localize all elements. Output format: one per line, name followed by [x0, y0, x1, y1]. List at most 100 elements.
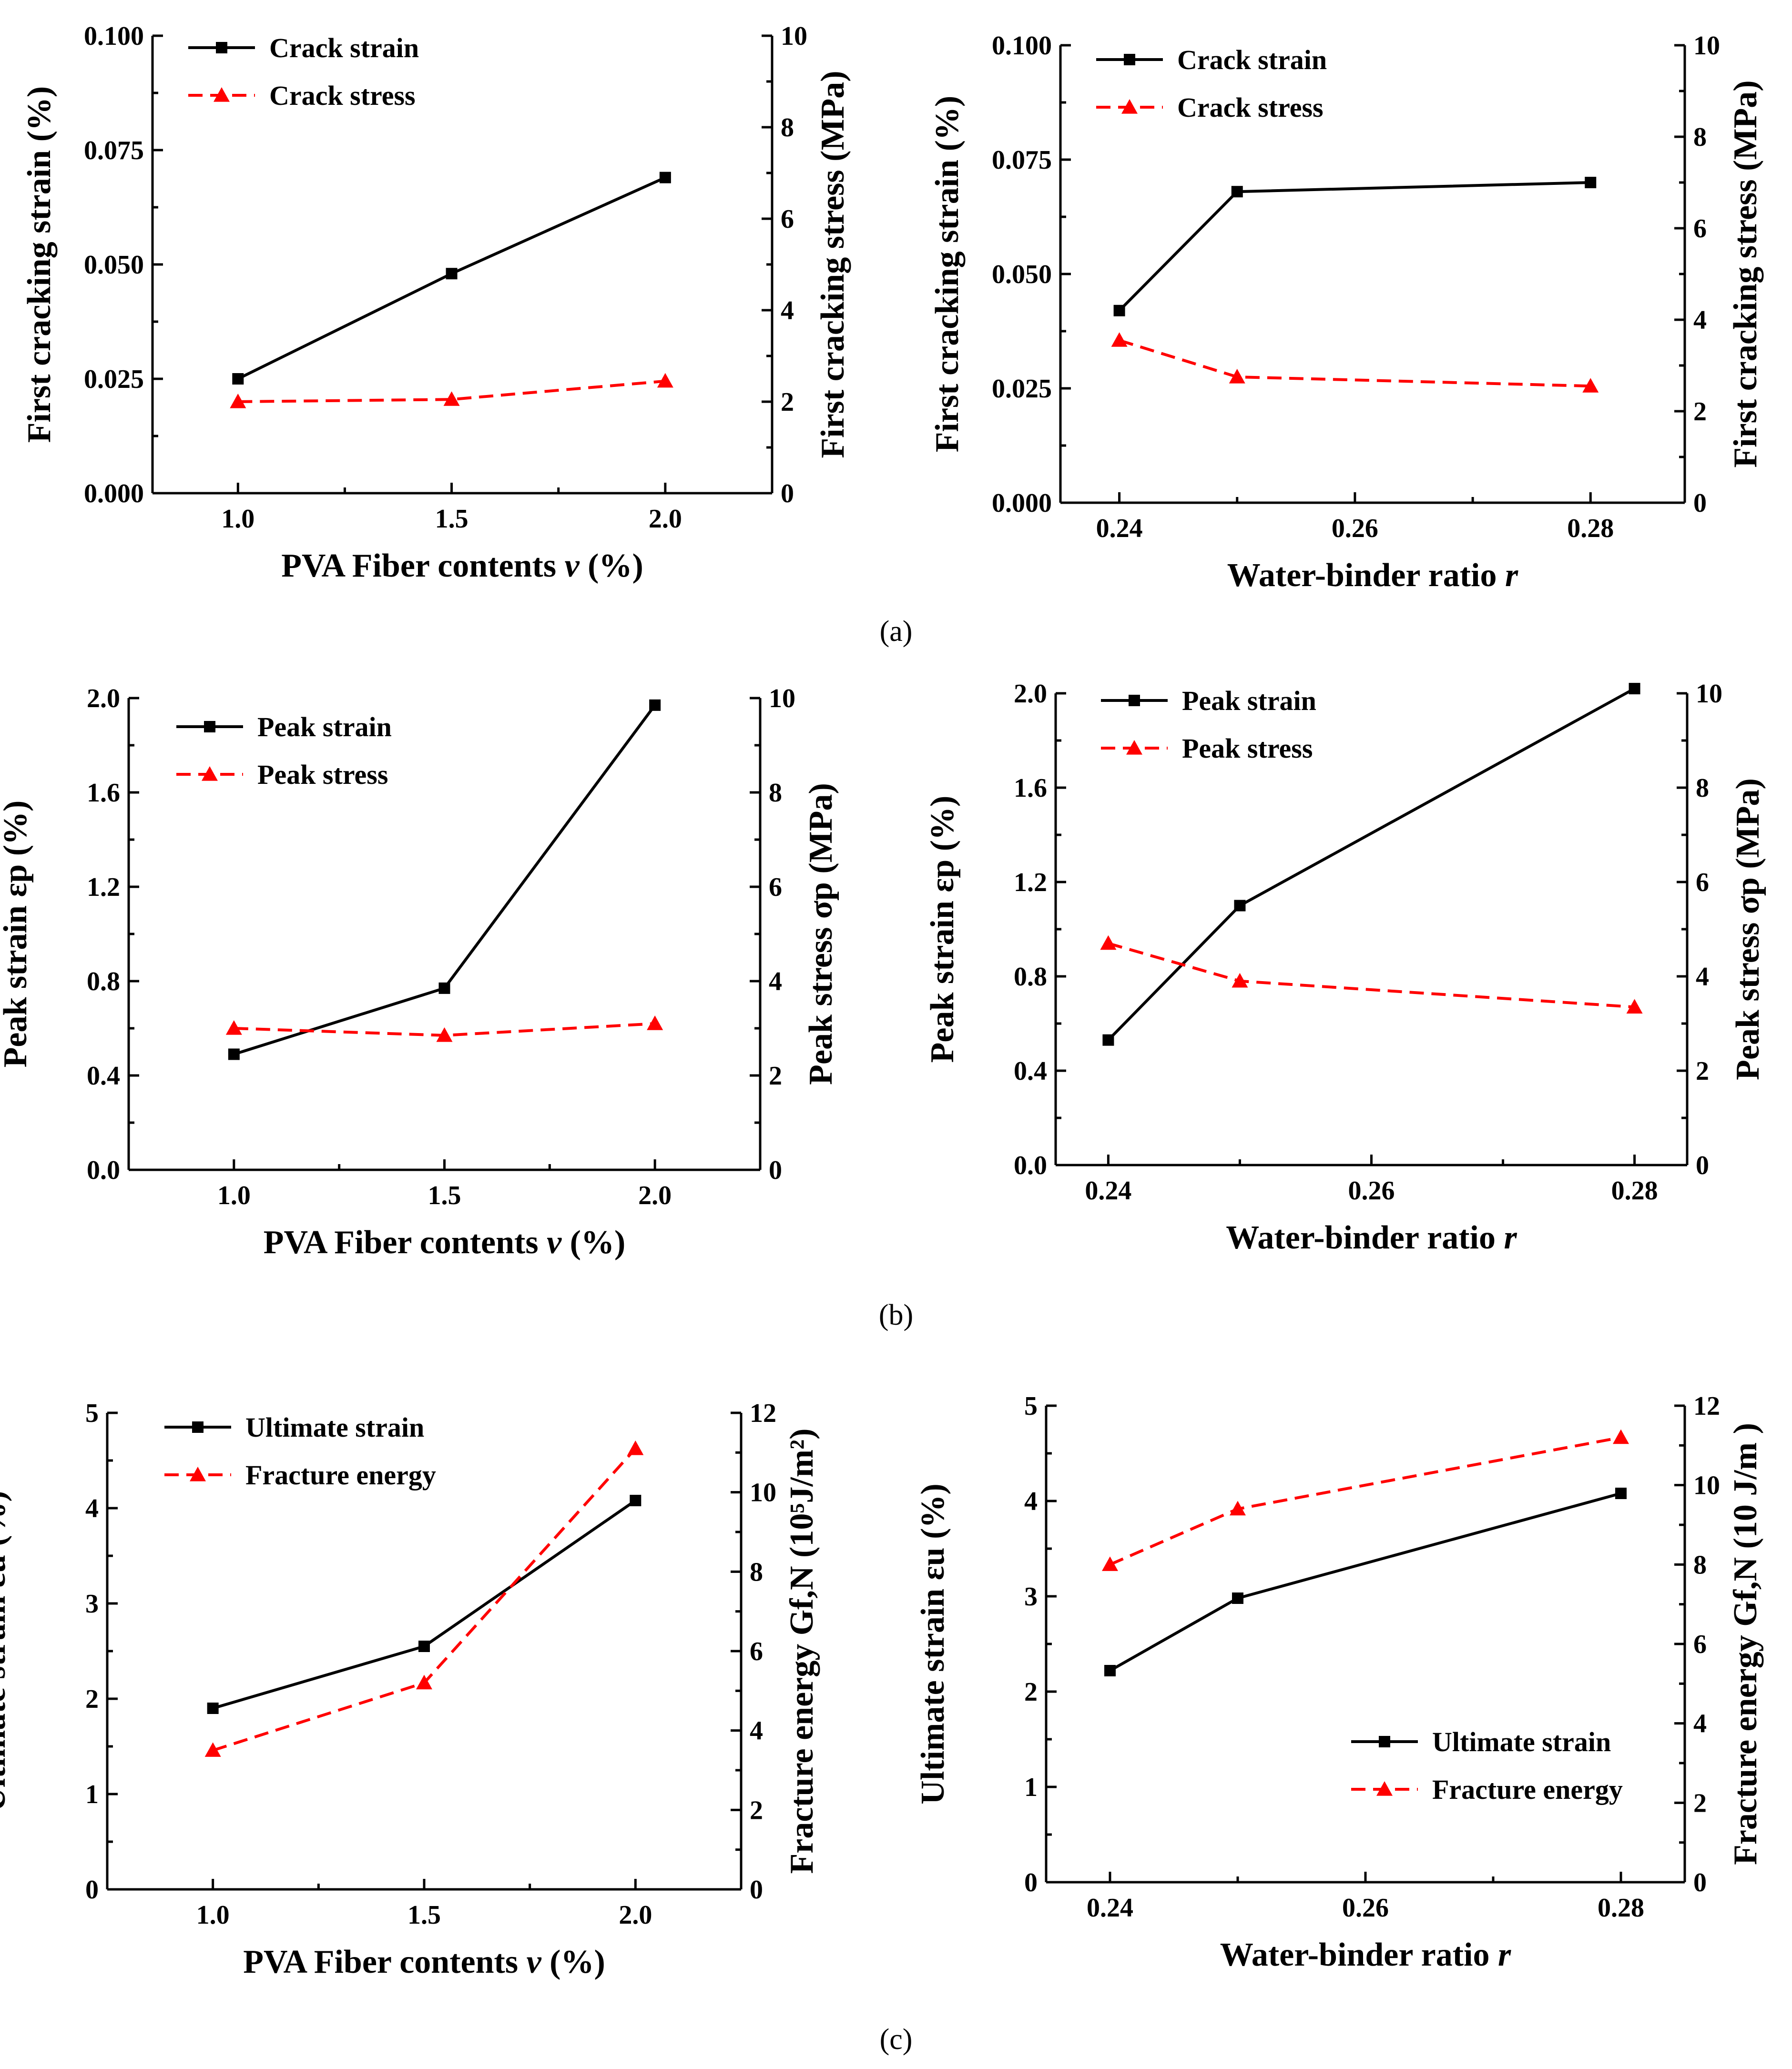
- data-point: [649, 699, 661, 711]
- y2-tick-label: 2: [1693, 1788, 1707, 1818]
- y2-tick-label: 10: [769, 684, 795, 713]
- series-line-ultimate-strain: [1109, 1492, 1621, 1672]
- y-tick-label: 1.6: [1014, 773, 1047, 803]
- x-tick-label: 0.28: [1567, 514, 1614, 543]
- legend-label: Fracture energy: [245, 1460, 436, 1491]
- y-tick-label: 0: [85, 1875, 99, 1905]
- y2-axis-title: First cracking stress (MPa): [815, 71, 851, 458]
- y-axis-title: First cracking strain (%): [21, 86, 58, 443]
- y-axis-title: Ultimate strain εu (%): [915, 1483, 951, 1804]
- legend-marker: [216, 42, 227, 53]
- y-tick-label: 0.000: [992, 488, 1052, 518]
- y2-tick-label: 0: [781, 479, 794, 508]
- data-point: [1231, 186, 1243, 198]
- x-axis-title: PVA Fiber contents v (%): [264, 1224, 626, 1261]
- y-tick-label: 0.8: [1014, 962, 1047, 992]
- y2-tick-label: 8: [781, 113, 794, 142]
- chart-1: 0.000 0.025 0.050 0.075 0.100 0 2 4 6 8 10 1.0 1.5 2.…: [21, 21, 851, 584]
- y2-tick-label: 2: [1693, 397, 1707, 426]
- y2-tick-label: 4: [1693, 305, 1707, 335]
- legend-marker: [204, 721, 215, 732]
- y-tick-label: 0.8: [87, 967, 120, 996]
- y-axis-title: Peak strain εp (%): [924, 796, 961, 1063]
- data-point: [443, 391, 460, 406]
- y-tick-label: 0.075: [992, 145, 1052, 175]
- data-point: [232, 373, 244, 385]
- x-tick-label: 1.0: [221, 504, 255, 534]
- data-point: [1230, 1501, 1246, 1516]
- y-tick-label: 0.0: [87, 1156, 120, 1185]
- x-tick-label: 0.28: [1598, 1893, 1644, 1923]
- x-tick-label: 0.24: [1096, 514, 1143, 543]
- data-point: [1629, 683, 1640, 695]
- y-tick-label: 1: [1024, 1773, 1038, 1802]
- legend-marker: [192, 1421, 204, 1433]
- y2-tick-label: 12: [1693, 1391, 1720, 1421]
- x-axis-title: PVA Fiber contents v (%): [243, 1944, 605, 1980]
- y-tick-label: 0.100: [992, 31, 1052, 61]
- chart-4: 0.0 0.4 0.8 1.2 1.6 2.0 0 2 4 6 8 10 0.24 0.26 0.28 Wat…: [924, 679, 1766, 1256]
- y-tick-label: 0.4: [1014, 1056, 1047, 1086]
- data-point: [1582, 378, 1599, 393]
- x-tick-label: 1.5: [428, 1181, 461, 1210]
- y-axis-title: Peak strain εp (%): [0, 801, 34, 1068]
- legend-label: Peak strain: [1182, 685, 1316, 716]
- x-tick-label: 1.5: [407, 1900, 441, 1930]
- y-tick-label: 4: [1024, 1487, 1038, 1516]
- data-point: [438, 982, 450, 994]
- data-point: [1229, 369, 1245, 384]
- y2-axis-title: Peak stress σp (MPa): [803, 783, 839, 1085]
- y2-tick-label: 0: [750, 1875, 763, 1905]
- legend-marker: [202, 766, 218, 781]
- legend-marker: [1129, 695, 1140, 706]
- legend-label: Crack stress: [1177, 92, 1324, 123]
- y2-tick-label: 8: [769, 778, 782, 808]
- y2-tick-label: 2: [1696, 1056, 1709, 1086]
- data-point: [1111, 332, 1128, 347]
- y-tick-label: 3: [1024, 1582, 1038, 1612]
- y2-tick-label: 6: [769, 872, 782, 902]
- y2-tick-label: 2: [781, 387, 794, 417]
- y2-tick-label: 6: [1696, 868, 1709, 897]
- data-point: [446, 268, 458, 280]
- legend-label: Peak stress: [1182, 733, 1313, 764]
- y-tick-label: 2: [1024, 1677, 1038, 1707]
- y2-tick-label: 6: [1693, 214, 1707, 243]
- y-tick-label: 1.6: [87, 778, 120, 808]
- y2-tick-label: 0: [769, 1156, 782, 1185]
- x-axis-title: Water-binder ratio r: [1220, 1937, 1511, 1973]
- y2-tick-label: 10: [781, 21, 807, 51]
- series-line-crack-stress: [238, 379, 666, 403]
- y-tick-label: 2.0: [1014, 679, 1047, 709]
- y2-tick-label: 0: [1696, 1151, 1709, 1180]
- y2-tick-label: 6: [750, 1637, 763, 1666]
- data-point: [1232, 973, 1248, 988]
- legend-marker: [1376, 1781, 1393, 1796]
- x-tick-label: 0.26: [1348, 1176, 1395, 1206]
- x-tick-label: 0.24: [1087, 1893, 1133, 1923]
- data-point: [647, 1015, 663, 1030]
- data-point: [657, 373, 673, 388]
- y2-tick-label: 10: [1696, 679, 1722, 709]
- y2-tick-label: 6: [781, 204, 794, 234]
- y2-tick-label: 8: [1693, 122, 1707, 152]
- data-point: [1626, 999, 1643, 1014]
- chart-2: 0.000 0.025 0.050 0.075 0.100 0 2 4 6 8 10 0.24 0.26…: [929, 31, 1764, 594]
- y2-tick-label: 4: [1693, 1709, 1707, 1739]
- y-tick-label: 0.025: [992, 374, 1052, 404]
- legend-marker: [1126, 740, 1142, 755]
- panel-label-c: (c): [880, 2023, 913, 2056]
- y2-tick-label: 2: [769, 1061, 782, 1091]
- legend-label: Crack stress: [269, 80, 416, 111]
- data-point: [1234, 900, 1246, 912]
- y2-tick-label: 8: [750, 1557, 763, 1587]
- y-tick-label: 0.000: [84, 479, 144, 508]
- x-tick-label: 1.5: [435, 504, 468, 534]
- data-point: [1102, 1034, 1114, 1046]
- y-tick-label: 0.0: [1014, 1151, 1047, 1180]
- x-tick-label: 2.0: [619, 1900, 652, 1930]
- y2-tick-label: 0: [1693, 1868, 1707, 1897]
- x-tick-label: 0.26: [1342, 1893, 1389, 1923]
- data-point: [630, 1495, 641, 1506]
